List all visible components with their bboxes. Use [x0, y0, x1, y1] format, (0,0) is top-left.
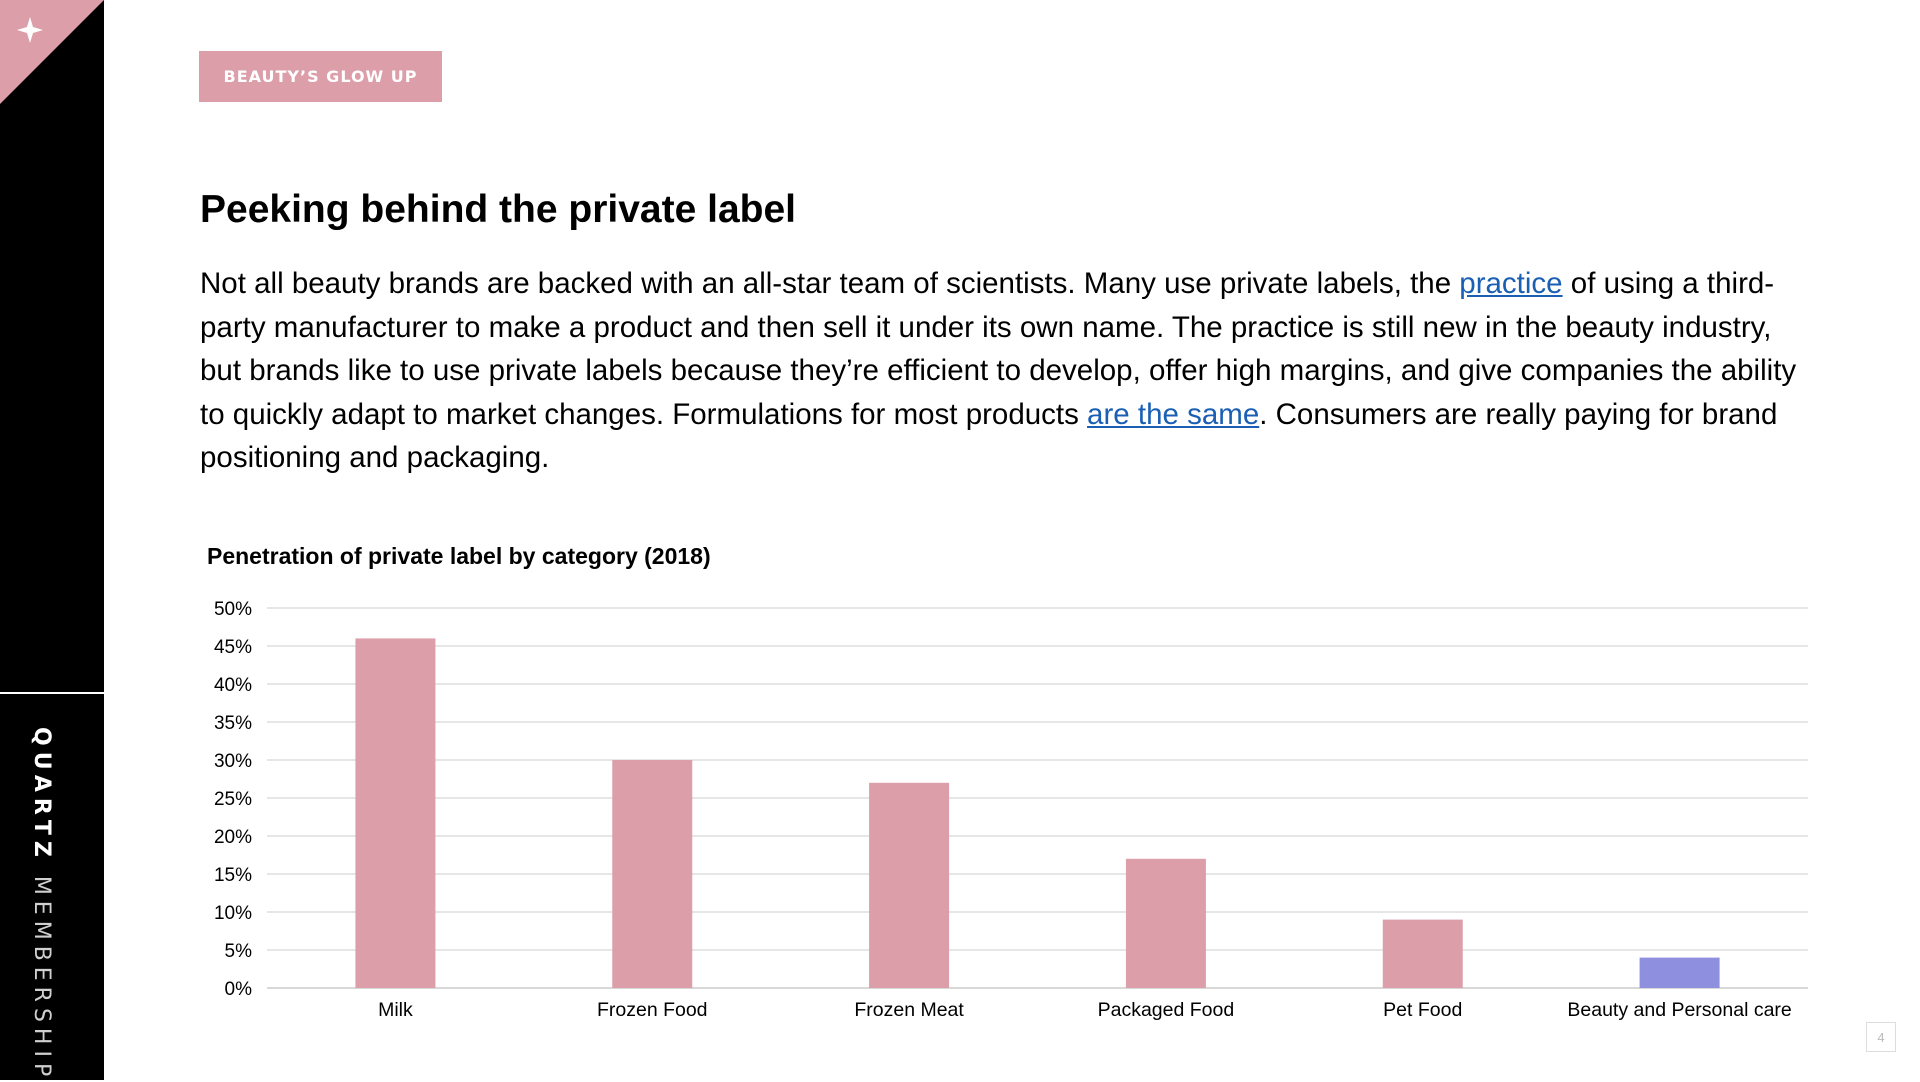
body-text-2: of using a third-party manufacturer to m…: [200, 267, 1797, 431]
y-tick-label: 15%: [214, 865, 252, 886]
page-title: Peeking behind the private label: [200, 188, 796, 231]
bar-packaged-food: [1125, 858, 1206, 988]
sidebar-divider: [0, 692, 104, 694]
x-tick-label: Pet Food: [1383, 999, 1462, 1021]
y-tick-label: 45%: [214, 637, 252, 658]
bar-pet-food: [1382, 919, 1463, 988]
practice-link[interactable]: practice: [1459, 267, 1563, 300]
y-tick-label: 0%: [225, 979, 253, 1000]
body-text-1: Not all beauty brands are backed with an…: [200, 267, 1460, 300]
y-tick-label: 10%: [214, 903, 252, 924]
y-tick-label: 50%: [214, 599, 252, 620]
page-number: 4: [1866, 1022, 1896, 1052]
x-tick-label: Beauty and Personal care: [1567, 999, 1791, 1021]
y-tick-label: 25%: [214, 789, 252, 810]
corner-triangle: [0, 0, 104, 104]
bar-frozen-food: [612, 760, 693, 988]
bar-frozen-meat: [869, 782, 950, 988]
y-tick-label: 30%: [214, 751, 252, 772]
body-text-3: . Consumers are really paying for brand …: [200, 397, 1778, 475]
x-tick-label: Milk: [378, 999, 413, 1021]
sidebar-corner: [0, 0, 104, 104]
x-tick-label: Packaged Food: [1098, 999, 1235, 1021]
section-tag: BEAUTY’S GLOW UP: [199, 51, 442, 102]
chart-title: Penetration of private label by category…: [207, 543, 711, 569]
sidebar: QUARTZ MEMBERSHIP: [0, 0, 104, 1082]
x-tick-label: Frozen Food: [597, 999, 708, 1021]
article-body: Not all beauty brands are backed with an…: [200, 262, 1820, 480]
bar-beauty-and-personal-care: [1639, 957, 1720, 988]
y-tick-label: 5%: [225, 941, 253, 962]
sparkle-icon: [17, 17, 43, 43]
bar-milk: [355, 638, 436, 988]
y-tick-label: 20%: [214, 827, 252, 848]
y-tick-label: 35%: [214, 713, 252, 734]
y-tick-label: 40%: [214, 675, 252, 696]
are-the-same-link[interactable]: are the same: [1087, 397, 1260, 431]
x-tick-label: Frozen Meat: [854, 999, 964, 1021]
